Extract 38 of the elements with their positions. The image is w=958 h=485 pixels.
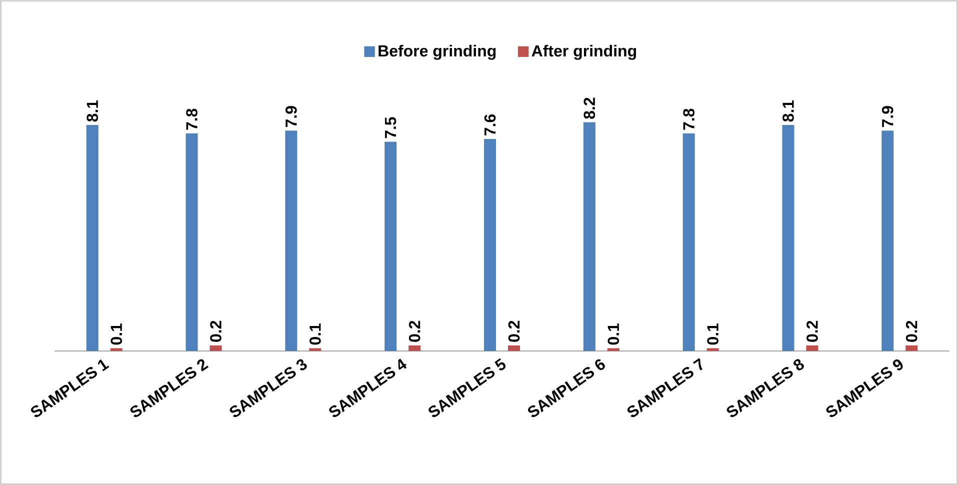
bar bbox=[882, 130, 894, 351]
data-label: 7.9 bbox=[286, 106, 297, 128]
data-label: 0.2 bbox=[210, 320, 222, 342]
bar bbox=[110, 348, 122, 351]
data-label: 0.2 bbox=[906, 320, 918, 342]
bar bbox=[408, 345, 421, 351]
legend-label: Before grinding bbox=[378, 44, 496, 60]
bar bbox=[210, 345, 222, 351]
data-label: 0.2 bbox=[408, 320, 420, 342]
data-label: 8.2 bbox=[584, 98, 596, 119]
data-label: 7.8 bbox=[186, 108, 198, 130]
data-label: 7.9 bbox=[882, 106, 894, 128]
data-label: 0.1 bbox=[707, 323, 718, 345]
bar bbox=[906, 345, 918, 351]
bar bbox=[186, 133, 198, 351]
bar bbox=[806, 345, 818, 351]
bar bbox=[484, 139, 496, 351]
bar bbox=[682, 133, 695, 351]
data-label: 0.2 bbox=[508, 320, 520, 342]
legend-label: After grinding bbox=[532, 44, 636, 60]
data-label: 8.1 bbox=[86, 100, 98, 122]
data-label: 0.1 bbox=[110, 323, 122, 345]
bar bbox=[607, 348, 620, 351]
bar bbox=[309, 348, 322, 351]
bar bbox=[508, 345, 520, 351]
bar bbox=[706, 348, 719, 351]
data-label: 7.5 bbox=[385, 117, 396, 138]
data-label: 0.1 bbox=[608, 323, 620, 345]
bar bbox=[384, 142, 397, 351]
data-label: 7.8 bbox=[683, 108, 694, 130]
data-label: 8.1 bbox=[782, 100, 794, 122]
bar bbox=[86, 125, 98, 351]
bar bbox=[285, 130, 298, 351]
bar bbox=[583, 122, 596, 351]
data-label: 7.6 bbox=[484, 114, 496, 136]
data-label: 0.1 bbox=[310, 323, 321, 345]
data-label: 0.2 bbox=[806, 320, 818, 342]
bar bbox=[782, 125, 794, 351]
